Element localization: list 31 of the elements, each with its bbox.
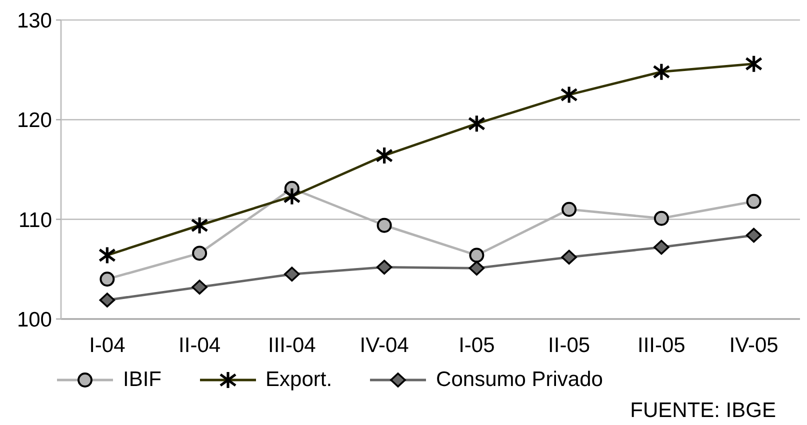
x-tick-label: III-05 (638, 334, 686, 357)
y-tick-label: 110 (18, 208, 52, 232)
legend-label: Consumo Privado (436, 368, 603, 391)
x-tick-label: IV-04 (360, 334, 410, 357)
point (99, 292, 116, 308)
point (100, 272, 115, 287)
x-tick-label: II-04 (178, 334, 221, 357)
point (654, 240, 670, 255)
y-tick-label: 100 (16, 308, 52, 332)
x-tick-label: III-04 (268, 334, 316, 357)
point (562, 202, 577, 217)
x-tick-label: IV-05 (729, 334, 778, 357)
legend-label: IBIF (123, 368, 162, 391)
x-tick-label: I-04 (89, 334, 126, 357)
point (284, 266, 300, 282)
source-note: FUENTE: IBGE (630, 399, 776, 422)
point (469, 248, 484, 263)
point (376, 218, 392, 233)
y-tick-label: 130 (16, 9, 52, 32)
point (561, 250, 577, 265)
point (654, 210, 669, 226)
x-tick-label: I-05 (458, 334, 495, 357)
point (746, 228, 762, 243)
legend-label: Export. (266, 368, 332, 391)
point (746, 194, 762, 209)
point (192, 280, 208, 295)
y-tick-label: 120 (16, 109, 52, 132)
point (192, 246, 208, 261)
point (376, 260, 392, 275)
x-tick-label: II-05 (548, 334, 590, 357)
point (468, 260, 485, 276)
